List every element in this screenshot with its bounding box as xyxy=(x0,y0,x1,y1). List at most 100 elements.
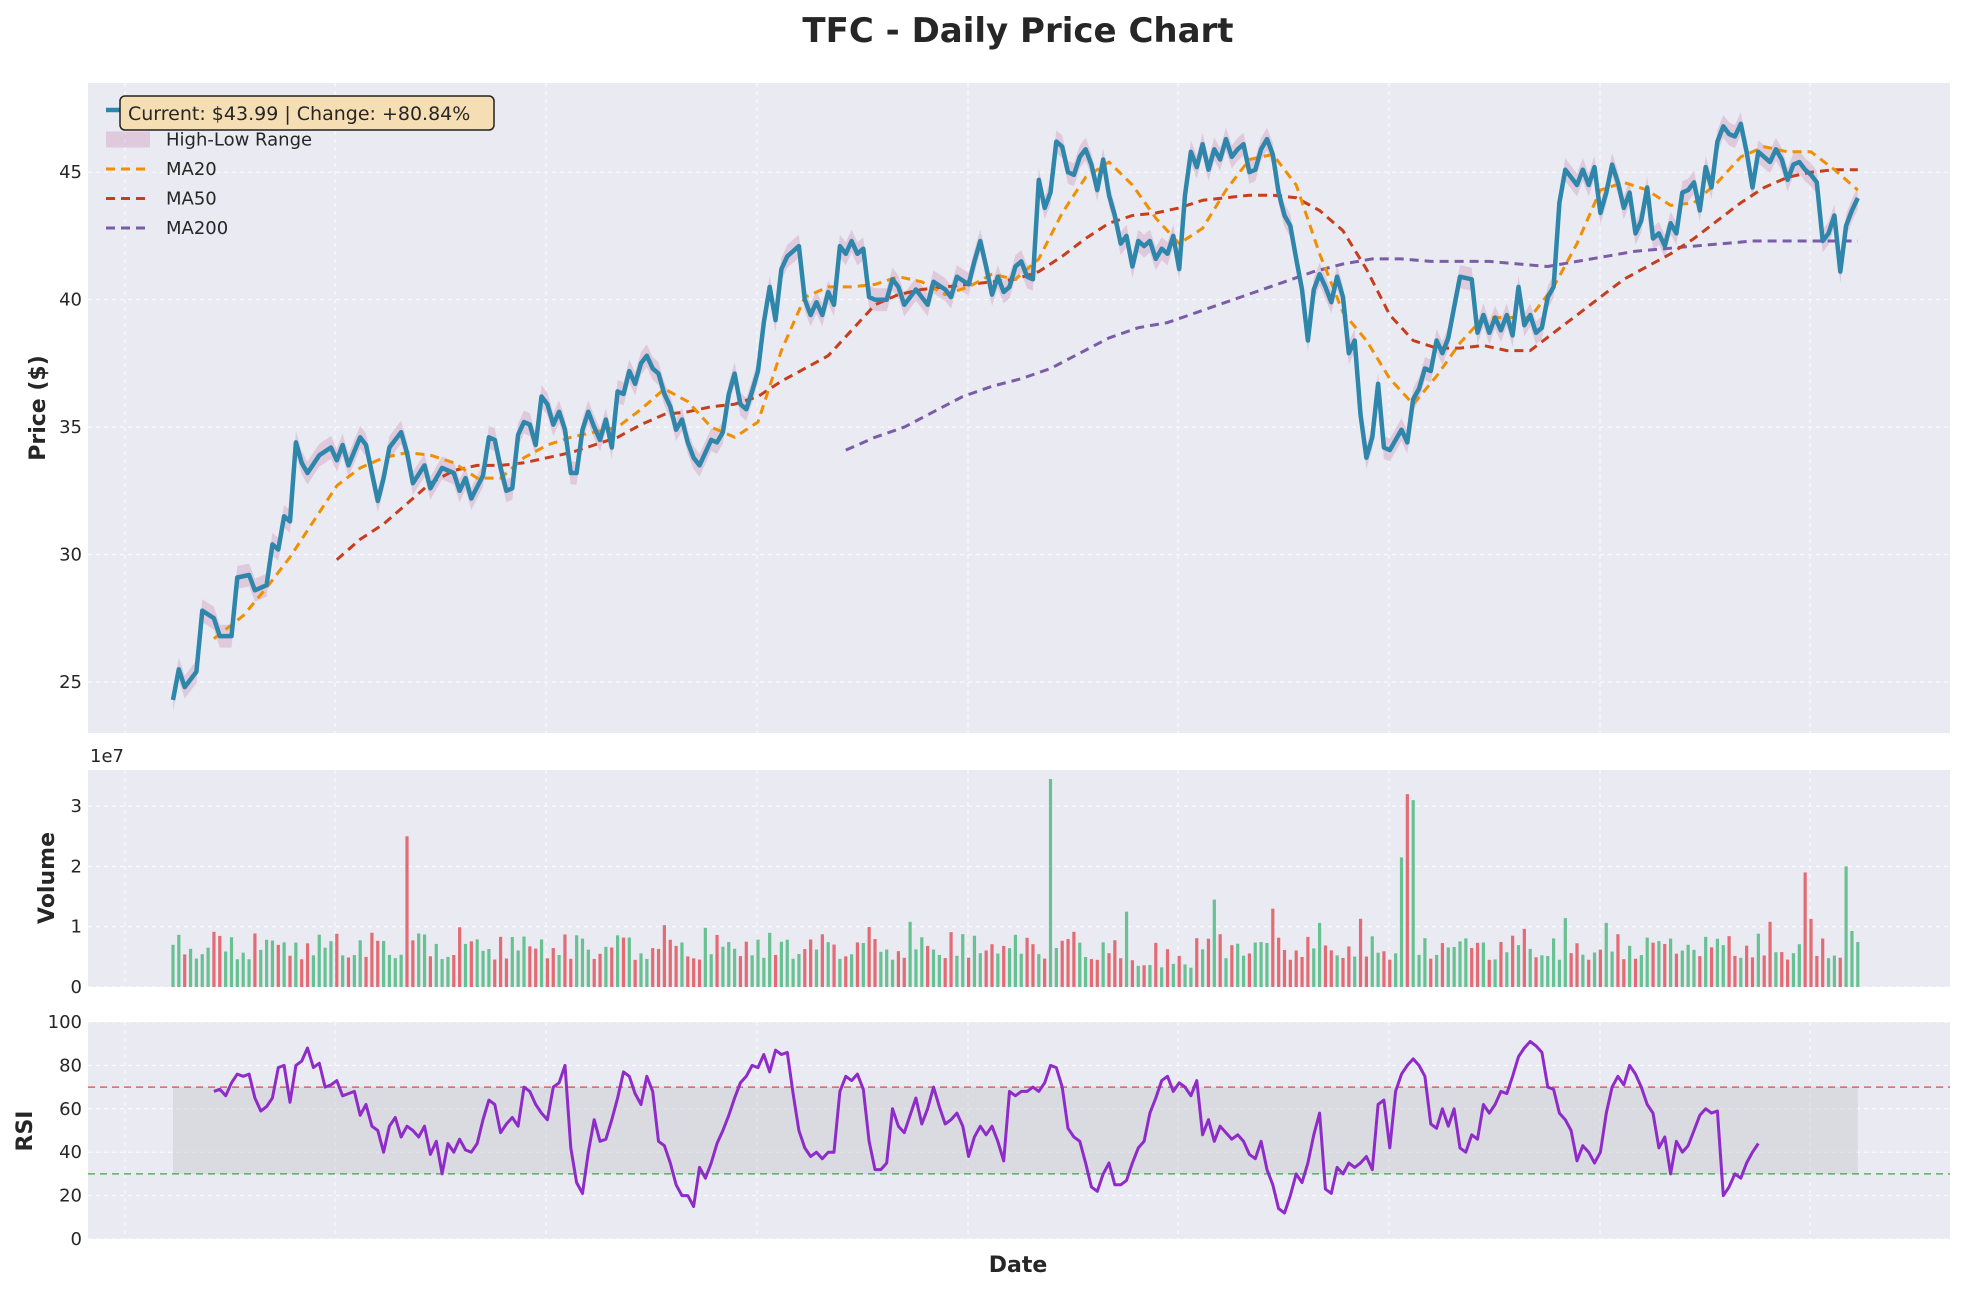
volume-bar xyxy=(1247,953,1251,987)
volume-bar xyxy=(797,954,801,987)
volume-bar xyxy=(1177,955,1181,987)
rsi-y-ticks: 0 20 40 60 80 100 xyxy=(48,1012,82,1250)
volume-bar xyxy=(305,943,310,987)
volume-bar xyxy=(253,933,257,987)
volume-bar xyxy=(621,937,626,987)
volume-bar xyxy=(1505,952,1509,987)
volume-bar xyxy=(1780,952,1784,987)
volume-bar xyxy=(1142,965,1146,987)
volume-bar xyxy=(955,955,959,987)
volume-bar xyxy=(493,959,497,987)
volume-bar xyxy=(867,927,871,987)
price-panel-background xyxy=(88,83,1950,733)
volume-bar xyxy=(1025,937,1029,987)
volume-bar xyxy=(1639,955,1643,987)
volume-bar xyxy=(890,959,895,987)
volume-bar xyxy=(1633,958,1638,987)
volume-bar xyxy=(510,937,514,987)
volume-bar xyxy=(1511,935,1515,987)
volume-bar xyxy=(177,934,181,987)
volume-bar xyxy=(949,932,953,987)
volume-bar xyxy=(1569,953,1573,987)
volume-y-label: Volume xyxy=(35,832,60,924)
volume-bar xyxy=(399,954,403,987)
volume-bar xyxy=(931,949,936,987)
volume-bar xyxy=(1557,959,1562,987)
volume-bar xyxy=(709,954,713,987)
volume-bar xyxy=(937,954,941,987)
volume-bar xyxy=(1628,945,1632,987)
volume-bar xyxy=(820,934,824,987)
volume-bar xyxy=(323,947,327,987)
volume-bar xyxy=(686,956,690,987)
y-tick-label: 0 xyxy=(71,977,82,998)
rsi-series xyxy=(213,1040,1760,1215)
volume-bar xyxy=(393,958,397,987)
chart-title: TFC - Daily Price Chart xyxy=(802,11,1233,51)
volume-bar xyxy=(873,939,877,987)
volume-bar xyxy=(1669,938,1673,987)
volume-bar xyxy=(1288,959,1292,987)
volume-bar xyxy=(721,946,725,987)
volume-bar xyxy=(1160,967,1164,987)
volume-bar xyxy=(861,942,865,987)
volume-panel: 0 1 2 3 1e7 Volume xyxy=(35,746,1950,998)
volume-bar xyxy=(697,959,702,987)
volume-bar xyxy=(1277,937,1281,987)
volume-bar xyxy=(487,948,491,987)
volume-bar xyxy=(1674,953,1679,987)
rsi-neutral-zone xyxy=(88,1086,1950,1175)
volume-bar xyxy=(1282,949,1287,987)
volume-bar xyxy=(1516,945,1521,987)
volume-bar xyxy=(580,938,585,987)
volume-bar xyxy=(1546,956,1550,987)
volume-bar xyxy=(814,949,819,987)
volume-bar xyxy=(1353,956,1357,987)
volume-bar xyxy=(762,957,766,987)
volume-bar xyxy=(967,957,971,987)
volume-bar xyxy=(1154,942,1158,987)
volume-bar xyxy=(1821,938,1825,987)
volume-bar xyxy=(1107,953,1111,987)
volume-bar xyxy=(885,949,889,987)
volume-bar xyxy=(218,935,222,987)
volume-bar xyxy=(387,954,392,987)
volume-bar xyxy=(411,940,415,987)
volume-bar xyxy=(1464,938,1468,987)
ma20-line xyxy=(212,145,1859,640)
legend-label: High-Low Range xyxy=(166,130,312,151)
volume-bar xyxy=(422,934,427,987)
volume-bar xyxy=(1686,944,1690,987)
legend-label: MA50 xyxy=(166,189,217,210)
volume-bar xyxy=(1341,957,1345,987)
volume-bar xyxy=(259,949,263,987)
volume-bar xyxy=(703,927,707,987)
volume-bar xyxy=(1786,959,1790,987)
volume-bar xyxy=(1446,947,1450,987)
volume-bar xyxy=(1522,928,1526,987)
volume-bar xyxy=(1733,955,1737,987)
volume-bar xyxy=(1581,954,1585,987)
volume-bar xyxy=(1797,944,1801,987)
volume-bar xyxy=(452,955,456,987)
volume-bar xyxy=(1616,934,1620,987)
volume-bar xyxy=(1230,945,1234,987)
volume-bar xyxy=(715,934,719,987)
volume-bar xyxy=(1739,957,1743,987)
volume-bar xyxy=(978,953,982,987)
volume-bar xyxy=(1493,959,1497,987)
volume-bar xyxy=(276,944,280,987)
volume-bar xyxy=(1388,959,1392,987)
volume-bar xyxy=(586,949,590,987)
volume-bar xyxy=(557,955,561,987)
volume-bar xyxy=(972,935,977,987)
volume-bar xyxy=(1370,936,1374,987)
volume-bar xyxy=(1791,953,1796,987)
volume-bar xyxy=(768,932,772,987)
volume-bar xyxy=(1171,963,1175,987)
volume-y-ticks: 0 1 2 3 xyxy=(71,796,82,998)
volume-bar xyxy=(516,950,520,987)
volume-bar xyxy=(668,939,672,987)
rsi-grid xyxy=(88,1021,1950,1240)
